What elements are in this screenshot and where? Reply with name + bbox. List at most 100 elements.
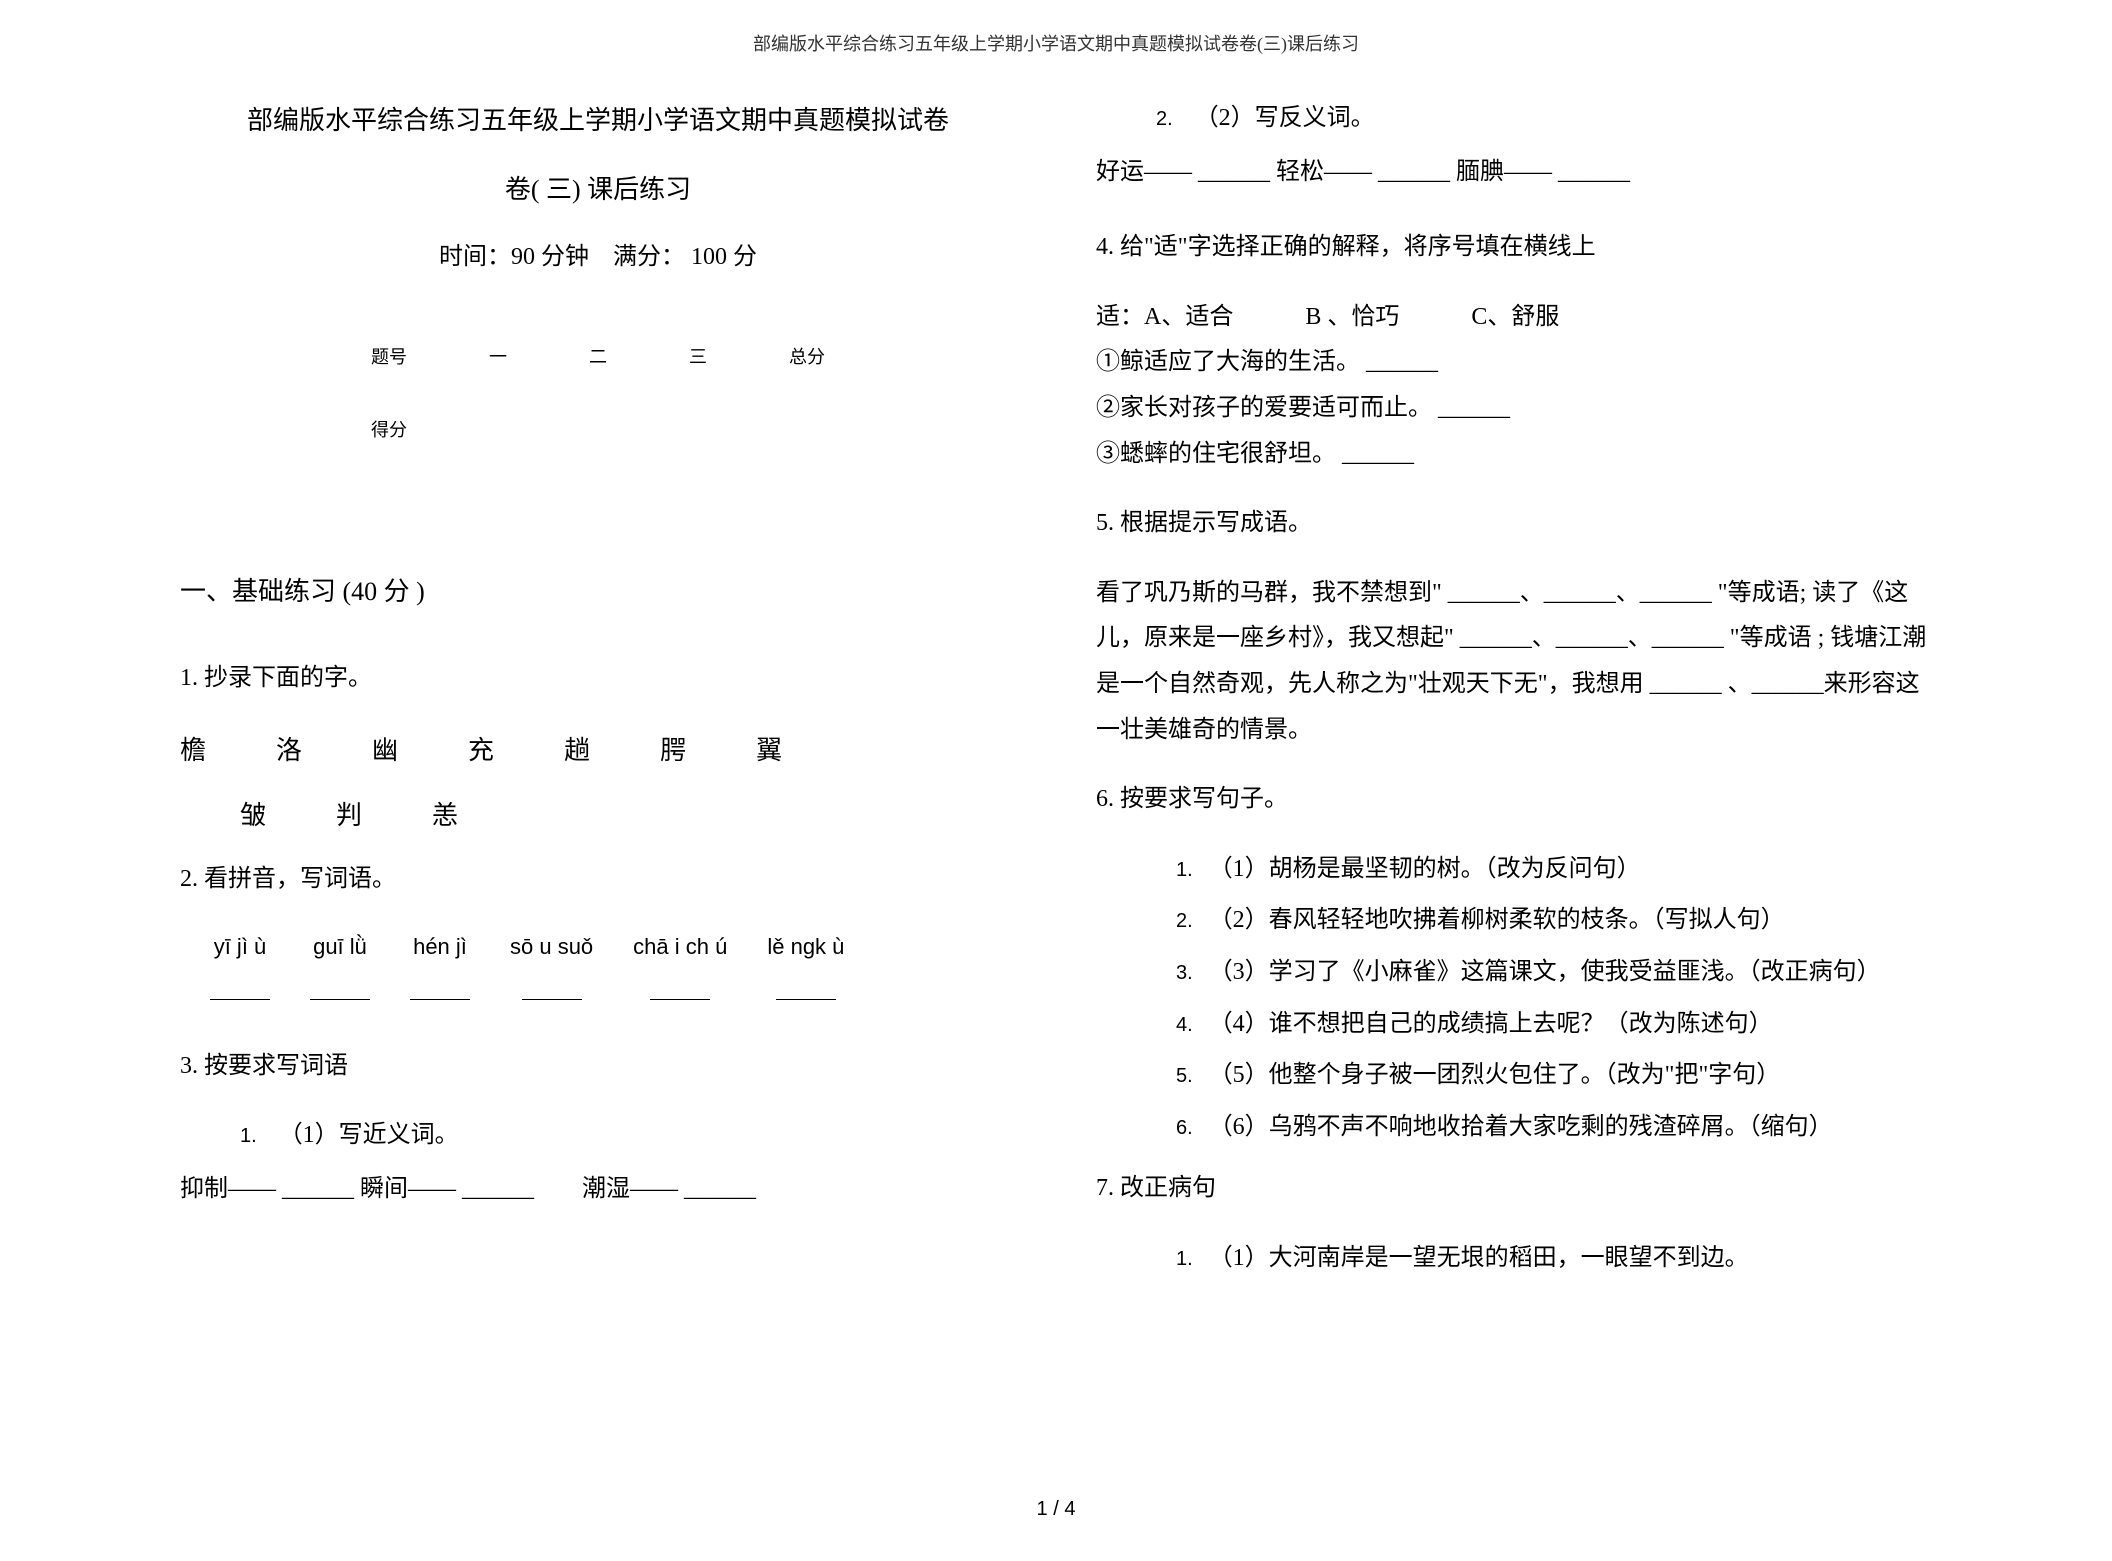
- char-row-1: 檐 洛 幽 充 趟 腭 翼: [180, 726, 1016, 775]
- section-title: 一、基础练习 (40 分 ): [180, 567, 1016, 616]
- q2-text: 看拼音，写词语。: [204, 866, 396, 892]
- q6-item: 4. （4）谁不想把自己的成绩搞上去呢？（改为陈述句）: [1176, 1002, 1932, 1048]
- char: 恙: [432, 791, 458, 840]
- time-score: 时间：90 分钟 满分： 100 分: [180, 235, 1016, 281]
- doc-title: 部编版水平综合练习五年级上学期小学语文期中真题模拟试卷: [180, 96, 1016, 145]
- li-num: 1.: [1176, 859, 1193, 881]
- char-row-2: 皱 判 恙: [240, 791, 1016, 840]
- q3-text: 按要求写词语: [204, 1053, 348, 1079]
- score-total: [749, 395, 865, 465]
- li-text: （4）谁不想把自己的成绩搞上去呢？（改为陈述句）: [1209, 1011, 1773, 1037]
- page-header: 部编版水平综合练习五年级上学期小学语文期中真题模拟试卷卷(三)课后练习: [0, 0, 2112, 56]
- q6-list: 1. （1）胡杨是最坚韧的树。（改为反问句） 2. （2）春风轻轻地吹拂着柳树柔软的…: [1176, 847, 1932, 1151]
- pinyin-item: yī jì ù: [210, 926, 270, 1014]
- q4-text: 给"适"字选择正确的解释，将序号填在横线上: [1120, 234, 1596, 260]
- question-6: 6. 按要求写句子。: [1096, 777, 1932, 823]
- pinyin-item: guī lǜ: [310, 926, 370, 1014]
- q2-num: 2.: [180, 866, 198, 892]
- question-5: 5. 根据提示写成语。: [1096, 501, 1932, 547]
- sub-text: （1）写近义词。: [279, 1122, 459, 1148]
- char: 趟: [564, 726, 590, 775]
- right-column: 2. （2）写反义词。 好运—— ______ 轻松—— ______ 腼腆——…: [1096, 96, 1932, 1287]
- score-table: 题号 一 二 三 总分 得分: [329, 320, 867, 466]
- pinyin-item: sō u suǒ: [510, 926, 593, 1014]
- th-2: 二: [549, 322, 647, 392]
- q1-text: 抄录下面的字。: [204, 665, 372, 691]
- li-num: 2.: [1176, 910, 1193, 932]
- doc-subtitle: 卷( 三) 课后练习: [180, 165, 1016, 214]
- q4-options: 适：A、适合 B 、恰巧 C、舒服: [1096, 295, 1932, 341]
- q6-item: 6. （6）乌鸦不声不响地收拾着大家吃剩的残渣碎屑。（缩句）: [1176, 1105, 1932, 1151]
- pinyin: guī lǜ: [310, 926, 370, 968]
- score-3: [649, 395, 747, 465]
- q4-item3: ③蟋蟀的住宅很舒坦。 ______: [1096, 432, 1932, 478]
- q4-item1: ①鲸适应了大海的生活。 ______: [1096, 340, 1932, 386]
- th-3: 三: [649, 322, 747, 392]
- blank: [210, 980, 270, 1000]
- q3-line1: 抑制—— ______ 瞬间—— ______ 潮湿—— ______: [180, 1167, 1016, 1213]
- page-number: 1 / 4: [1037, 1498, 1076, 1521]
- q6-item: 1. （1）胡杨是最坚韧的树。（改为反问句）: [1176, 847, 1932, 893]
- score-2: [549, 395, 647, 465]
- char: 洛: [276, 726, 302, 775]
- q4-num: 4.: [1096, 234, 1114, 260]
- question-1: 1. 抄录下面的字。: [180, 656, 1016, 702]
- score-1: [449, 395, 547, 465]
- q3-sub2: 2. （2）写反义词。: [1156, 96, 1932, 142]
- sub-num: 2.: [1156, 108, 1173, 130]
- question-4: 4. 给"适"字选择正确的解释，将序号填在横线上: [1096, 225, 1932, 271]
- q7-num: 7.: [1096, 1175, 1114, 1201]
- char: 充: [468, 726, 494, 775]
- li-num: 3.: [1176, 962, 1193, 984]
- th-1: 一: [449, 322, 547, 392]
- question-7: 7. 改正病句: [1096, 1166, 1932, 1212]
- li-num: 4.: [1176, 1014, 1193, 1036]
- th-label: 题号: [331, 322, 447, 392]
- li-text: （3）学习了《小麻雀》这篇课文，使我受益匪浅。（改正病句）: [1209, 959, 1881, 985]
- char: 腭: [660, 726, 686, 775]
- li-num: 5.: [1176, 1065, 1193, 1087]
- pinyin-item: hén jì: [410, 926, 470, 1014]
- li-text: （5）他整个身子被一团烈火包住了。（改为"把"字句）: [1209, 1062, 1781, 1088]
- li-text: （2）春风轻轻地吹拂着柳树柔软的枝条。（写拟人句）: [1209, 907, 1785, 933]
- q6-num: 6.: [1096, 786, 1114, 812]
- blank: [410, 980, 470, 1000]
- q6-item: 3. （3）学习了《小麻雀》这篇课文，使我受益匪浅。（改正病句）: [1176, 950, 1932, 996]
- q3-line2: 好运—— ______ 轻松—— ______ 腼腆—— ______: [1096, 150, 1932, 196]
- li-text: （1）胡杨是最坚韧的树。（改为反问句）: [1209, 856, 1641, 882]
- char: 皱: [240, 791, 266, 840]
- li-num: 6.: [1176, 1117, 1193, 1139]
- pinyin-item: lě ngk ù: [767, 926, 844, 1014]
- sub-text: （2）写反义词。: [1195, 105, 1375, 131]
- q3-sub1: 1. （1）写近义词。: [240, 1113, 1016, 1159]
- question-2: 2. 看拼音，写词语。: [180, 857, 1016, 903]
- q5-text: 根据提示写成语。: [1120, 510, 1312, 536]
- pinyin: sō u suǒ: [510, 926, 593, 968]
- pinyin: yī jì ù: [210, 926, 270, 968]
- q3-num: 3.: [180, 1053, 198, 1079]
- q7-text: 改正病句: [1120, 1175, 1216, 1201]
- left-column: 部编版水平综合练习五年级上学期小学语文期中真题模拟试卷 卷( 三) 课后练习 时…: [180, 96, 1016, 1287]
- q5-body: 看了巩乃斯的马群，我不禁想到" ______、______、______ "等成…: [1096, 571, 1932, 753]
- pinyin-row: yī jì ù guī lǜ hén jì sō u suǒ chā i ch …: [210, 926, 1016, 1014]
- q6-item: 2. （2）春风轻轻地吹拂着柳树柔软的枝条。（写拟人句）: [1176, 898, 1932, 944]
- char: 翼: [756, 726, 782, 775]
- blank: [650, 980, 710, 1000]
- q4-item2: ②家长对孩子的爱要适可而止。 ______: [1096, 386, 1932, 432]
- pinyin-item: chā i ch ú: [633, 926, 727, 1014]
- q6-item: 5. （5）他整个身子被一团烈火包住了。（改为"把"字句）: [1176, 1053, 1932, 1099]
- pinyin: hén jì: [410, 926, 470, 968]
- q5-num: 5.: [1096, 510, 1114, 536]
- blank: [310, 980, 370, 1000]
- char: 幽: [372, 726, 398, 775]
- score-label: 得分: [331, 395, 447, 465]
- q7-item: 1. （1）大河南岸是一望无垠的稻田，一眼望不到边。: [1176, 1236, 1932, 1282]
- q7-list: 1. （1）大河南岸是一望无垠的稻田，一眼望不到边。: [1176, 1236, 1932, 1282]
- li-text: （1）大河南岸是一望无垠的稻田，一眼望不到边。: [1209, 1245, 1749, 1271]
- char: 檐: [180, 726, 206, 775]
- pinyin: lě ngk ù: [767, 926, 844, 968]
- li-num: 1.: [1176, 1248, 1193, 1270]
- li-text: （6）乌鸦不声不响地收拾着大家吃剩的残渣碎屑。（缩句）: [1209, 1114, 1833, 1140]
- content-wrapper: 部编版水平综合练习五年级上学期小学语文期中真题模拟试卷 卷( 三) 课后练习 时…: [0, 56, 2112, 1287]
- q1-num: 1.: [180, 665, 198, 691]
